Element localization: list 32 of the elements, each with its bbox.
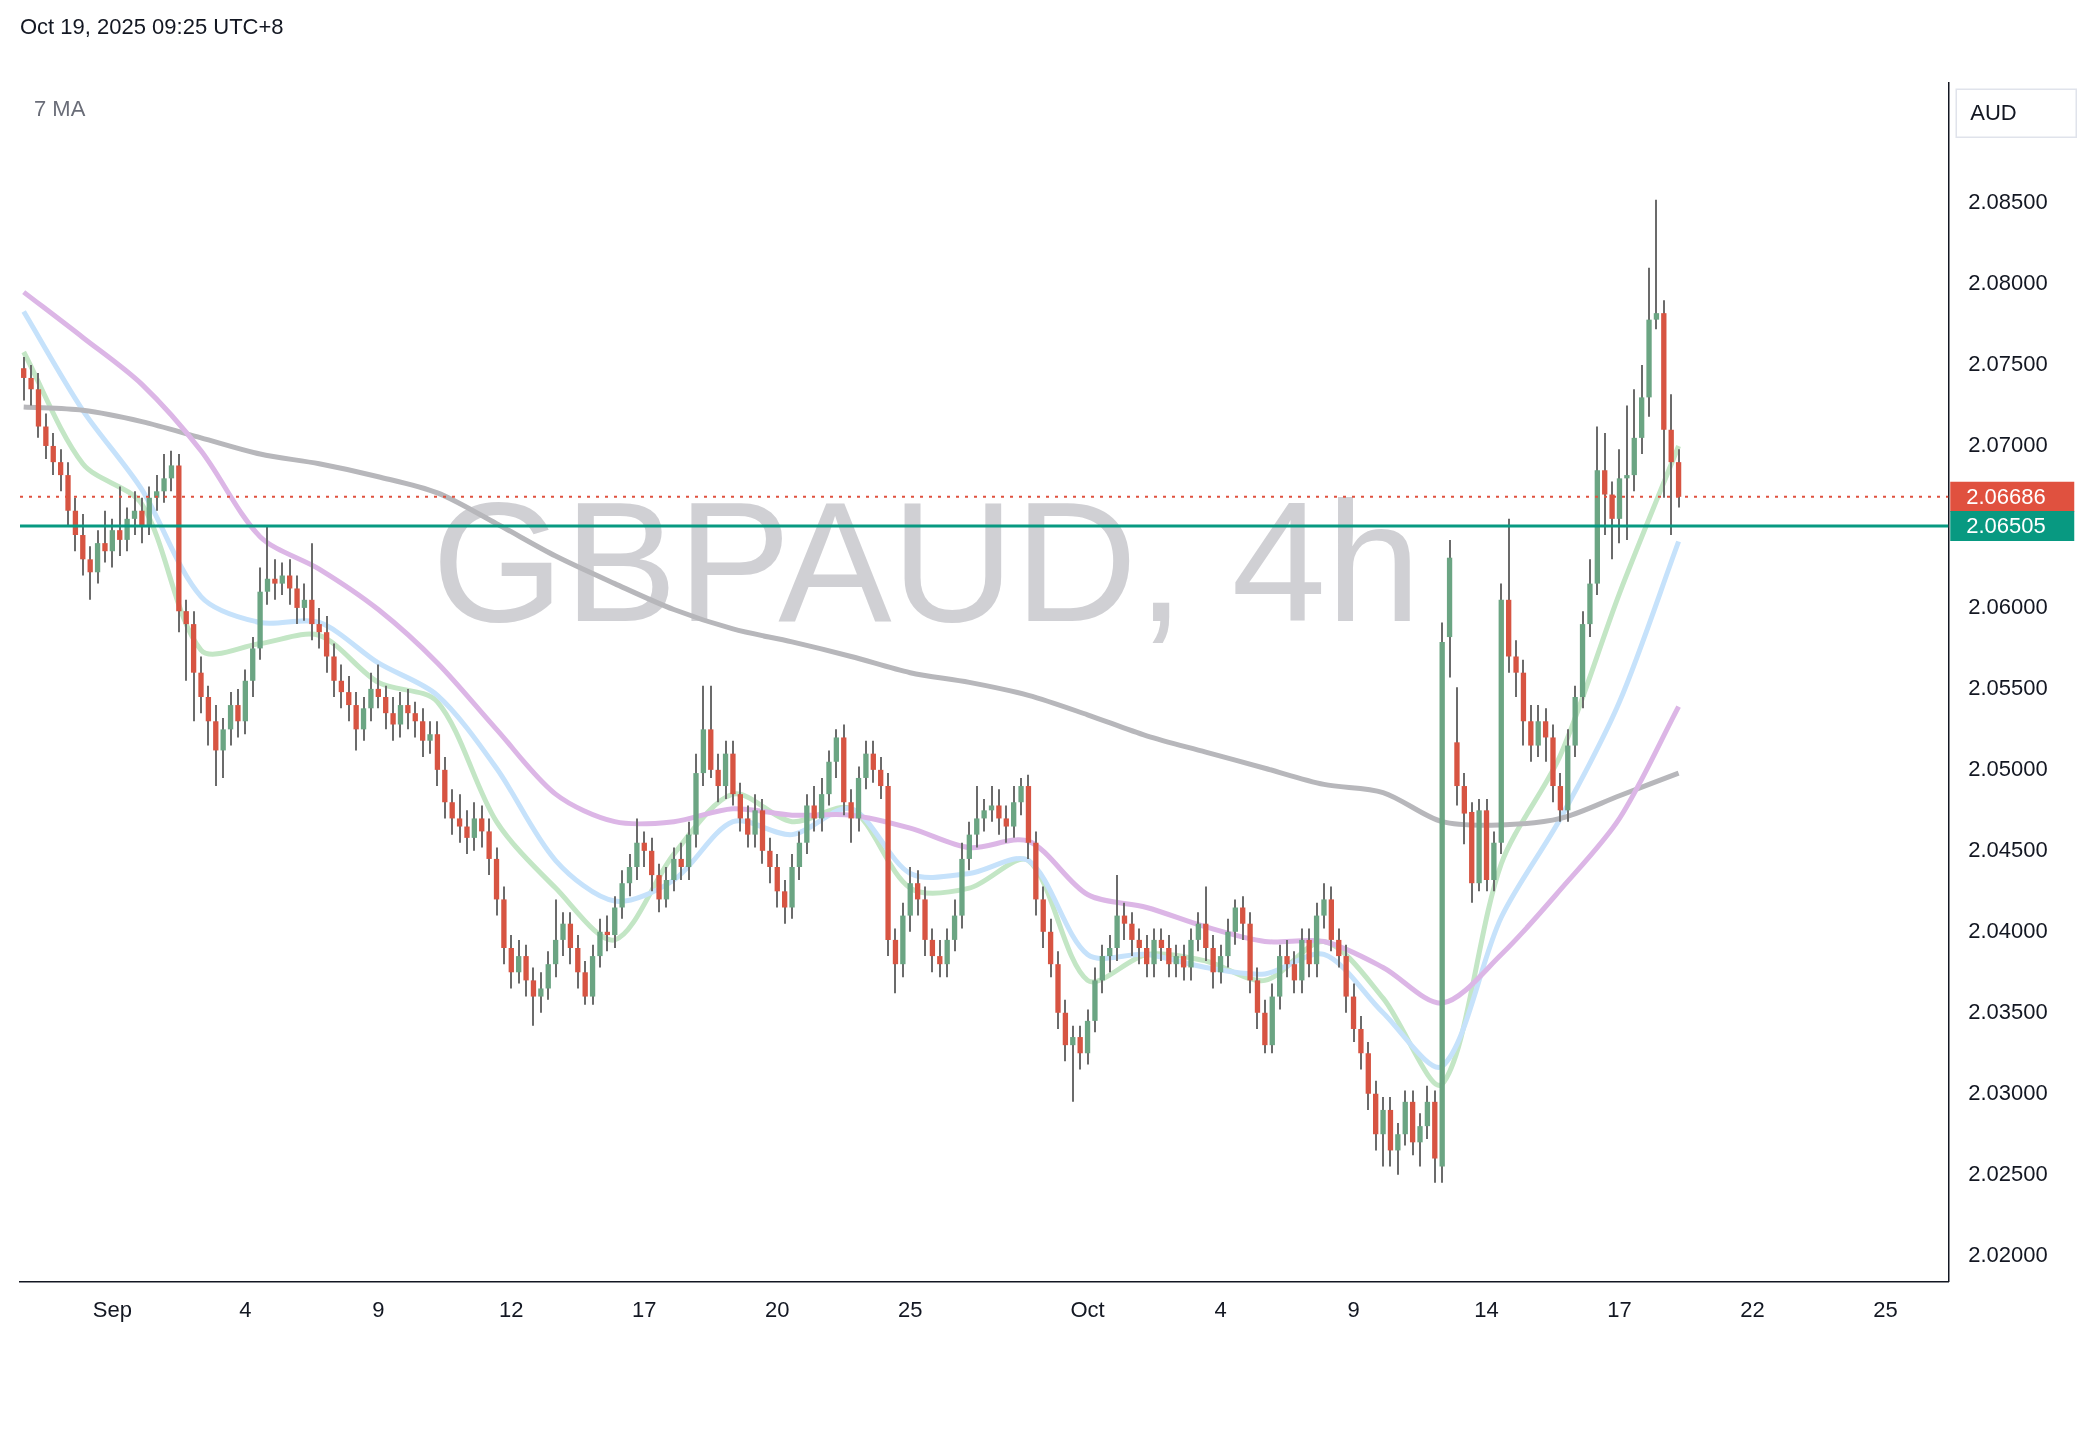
- x-tick-label: 9: [1347, 1296, 1360, 1322]
- x-tick-label: 22: [1740, 1296, 1765, 1322]
- y-tick-label: 2.05500: [1968, 674, 2060, 700]
- y-tick-label: 2.04000: [1968, 917, 2060, 943]
- x-tick-label: 4: [1214, 1296, 1227, 1322]
- x-tick-label: 17: [632, 1296, 657, 1322]
- x-tick-label: 25: [1873, 1296, 1898, 1322]
- y-tick-label: 2.03500: [1968, 998, 2060, 1024]
- x-tick-label: 12: [499, 1296, 524, 1322]
- y-tick-label: 2.08500: [1968, 189, 2060, 215]
- annotation: 7 MA: [34, 96, 86, 122]
- x-tick-label: 17: [1607, 1296, 1632, 1322]
- x-tick-label: 9: [372, 1296, 385, 1322]
- y-tick-label: 2.08000: [1968, 270, 2060, 296]
- ref-line-label: 2.06505: [1966, 513, 2046, 539]
- y-tick-label: 2.07500: [1968, 351, 2060, 377]
- x-tick-label: 25: [898, 1296, 923, 1322]
- y-tick-label: 2.04500: [1968, 836, 2060, 862]
- y-tick-label: 2.02000: [1968, 1241, 2060, 1267]
- y-tick-label: 2.06000: [1968, 593, 2060, 619]
- x-tick-label: 4: [239, 1296, 252, 1322]
- ref-line-label: 2.06686: [1966, 483, 2046, 509]
- x-tick-label: 20: [765, 1296, 790, 1322]
- x-tick-label: Sep: [92, 1296, 132, 1322]
- y-axis-title: AUD: [1970, 100, 2017, 126]
- y-tick-label: 2.07000: [1968, 432, 2060, 458]
- y-tick-label: 2.05000: [1968, 755, 2060, 781]
- y-tick-label: 2.02500: [1968, 1160, 2060, 1186]
- x-tick-label: 14: [1474, 1296, 1499, 1322]
- text: Oct 19, 2025 09:25 UTC+8: [20, 14, 284, 40]
- x-tick-label: Oct: [1070, 1296, 1105, 1322]
- y-tick-label: 2.03000: [1968, 1079, 2060, 1105]
